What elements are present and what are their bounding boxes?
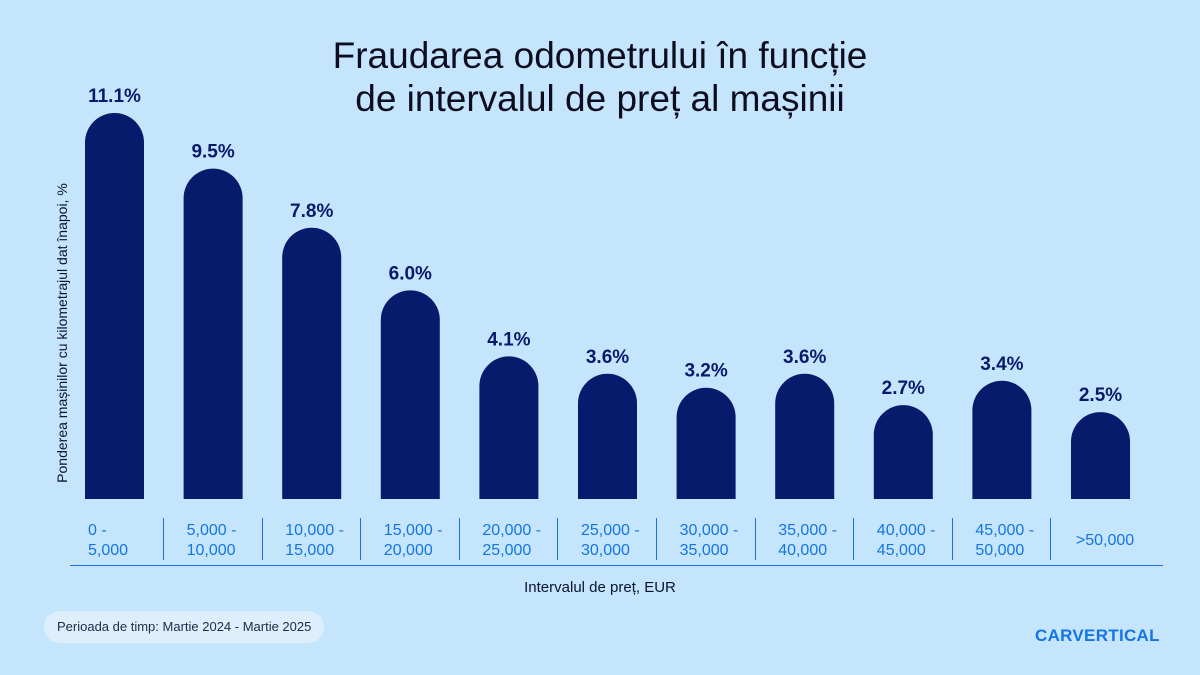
x-tick-label-line: 35,000 - [778, 522, 837, 539]
x-tick-separator [458, 518, 460, 560]
x-tick-label: 10,000 - 15,000 [285, 521, 377, 561]
x-tick-label-line: 5,000 - [186, 522, 237, 539]
bar [873, 405, 933, 499]
x-tick-label-line: 15,000 [285, 542, 335, 559]
x-tick-label: 25,000 - 30,000 [581, 521, 673, 561]
bar [578, 373, 637, 499]
x-axis-label: Intervalul de preț, EUR [524, 579, 676, 596]
x-tick-label: 15,000 - 20,000 [384, 521, 476, 561]
bar-value-label: 3.4% [980, 354, 1023, 375]
bar [676, 387, 736, 499]
x-tick-label-line: 15,000 - [383, 522, 443, 539]
x-tick-label-line: 20,000 - [482, 522, 542, 539]
bar [183, 168, 243, 499]
x-tick-label-line: 40,000 - [876, 522, 936, 539]
bar-value-label: 11.1% [88, 86, 141, 107]
x-tick-label-line: 0 - [88, 522, 107, 539]
bar [1071, 412, 1130, 499]
x-tick-label-line: 45,000 - [975, 522, 1035, 539]
x-tick-label: 30,000 - 35,000 [680, 521, 772, 561]
x-tick-label-line: 50,000 [975, 542, 1025, 559]
x-tick-separator [261, 518, 263, 560]
x-tick-label-line: 25,000 [482, 542, 532, 559]
bar [85, 113, 144, 500]
x-tick-label-line: 30,000 [581, 542, 630, 559]
x-tick-label-line: 45,000 [876, 542, 926, 559]
x-tick-label-line: 5,000 [88, 542, 129, 559]
x-tick-label-line: 10,000 - [285, 522, 344, 539]
bar [775, 373, 835, 499]
bar-value-label: 4.1% [487, 329, 530, 350]
chart-title-line-2: de intervalul de preț al mașinii [355, 78, 845, 119]
logo-text: CARVERTICAL [1035, 626, 1160, 645]
x-tick-label: 45,000 - 50,000 [975, 521, 1067, 561]
x-tick-separator [360, 518, 362, 560]
x-tick-label-line: 30,000 - [679, 522, 739, 539]
x-tick-label: 0 - 5,000 [88, 521, 180, 561]
x-tick-separator [163, 518, 164, 560]
time-period-badge: Perioada de timp: Martie 2024 - Martie 2… [44, 611, 325, 643]
x-tick-separator [1050, 518, 1052, 560]
bar [972, 380, 1032, 499]
x-tick-label-line: >50,000 [1075, 532, 1135, 549]
bar-value-label: 7.8% [290, 201, 333, 222]
bar-value-label: 3.6% [783, 347, 826, 368]
bar-value-label: 9.5% [191, 142, 234, 163]
bar [282, 227, 342, 499]
x-tick-separator [557, 518, 559, 560]
bar [380, 290, 440, 499]
x-tick-label: >50,000 [1059, 521, 1151, 561]
x-tick-label-line: 25,000 - [581, 522, 640, 539]
x-tick-label-line: 10,000 [186, 542, 236, 559]
chart-title-line-1: Fraudarea odometrului în funcție [332, 35, 868, 76]
bar-value-label: 3.6% [586, 347, 629, 368]
x-tick-label-line: 20,000 [383, 542, 433, 559]
x-tick-label: 5,000 - 10,000 [187, 521, 279, 561]
x-tick-separator [853, 518, 855, 560]
chart-title: Fraudarea odometrului în funcție de inte… [0, 34, 1200, 120]
bar [479, 356, 539, 499]
x-tick-label: 40,000 - 45,000 [877, 521, 969, 561]
x-tick-label: 35,000 - 40,000 [778, 521, 870, 561]
x-tick-label-line: 40,000 [778, 542, 828, 559]
carvertical-logo: CARVERTICAL [1035, 626, 1160, 646]
bar-value-label: 6.0% [389, 263, 432, 284]
bar-value-label: 2.5% [1079, 385, 1122, 406]
bar-value-label: 2.7% [882, 378, 925, 399]
x-tick-label-line: 35,000 [679, 542, 729, 559]
x-tick-label: 20,000 - 25,000 [482, 521, 574, 561]
bar-value-label: 3.2% [684, 361, 727, 382]
x-tick-separator [951, 518, 953, 560]
x-tick-separator [754, 518, 756, 560]
x-axis-line [70, 565, 1163, 566]
x-tick-separator [656, 518, 657, 560]
